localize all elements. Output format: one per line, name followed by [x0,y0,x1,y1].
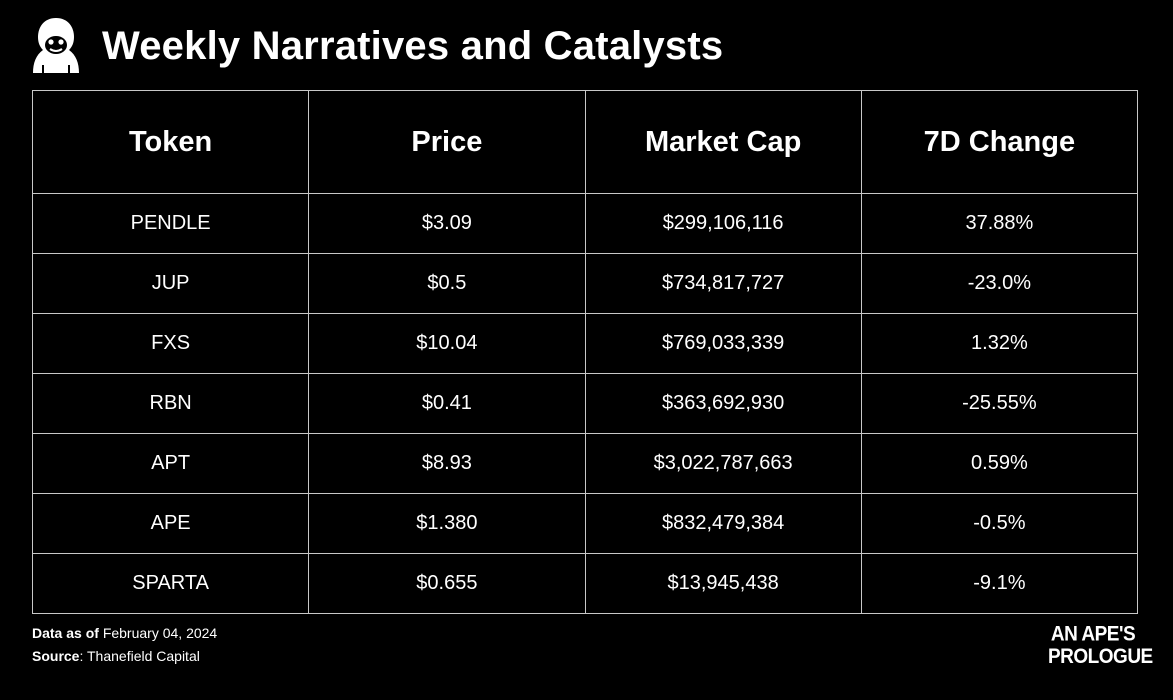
column-header-price: Price [308,90,586,194]
brand-logo: AN APE'S PROLOGUE [1048,622,1153,669]
change-cell: 37.88% [860,193,1139,254]
token-cell: APT [31,433,310,494]
ape-icon [33,18,79,73]
header: Weekly Narratives and Catalysts [30,14,723,78]
market-cap-cell: $299,106,116 [584,193,862,254]
footer: Data as of February 04, 2024 Source: Tha… [32,622,217,668]
market-cap-cell: $769,033,339 [584,313,862,374]
table-row: JUP $0.5 $734,817,727 -23.0% [31,253,1139,314]
brand-line-2: PROLOGUE [1048,644,1153,669]
page-title: Weekly Narratives and Catalysts [102,23,724,68]
data-date-label: Data as of [32,625,99,641]
price-cell: $8.93 [308,433,586,494]
market-cap-cell: $734,817,727 [584,253,862,314]
change-cell: 0.59% [860,433,1139,494]
price-cell: $10.04 [308,313,586,374]
column-header-7d-change: 7D Change [860,90,1139,194]
change-cell: -9.1% [860,553,1139,614]
table-row: FXS $10.04 $769,033,339 1.32% [31,313,1139,374]
table-row: RBN $0.41 $363,692,930 -25.55% [31,373,1139,434]
price-cell: $0.5 [308,253,586,314]
market-cap-cell: $13,945,438 [584,553,862,614]
market-cap-cell: $363,692,930 [584,373,862,434]
token-table: Token Price Market Cap 7D Change PENDLE … [31,90,1139,614]
token-cell: SPARTA [31,553,310,614]
change-cell: -23.0% [860,253,1139,314]
source-label: Source [32,648,80,664]
change-cell: -25.55% [860,373,1139,434]
token-cell: APE [31,493,310,554]
table-row: APT $8.93 $3,022,787,663 0.59% [31,433,1139,494]
token-cell: RBN [31,373,310,434]
column-header-token: Token [31,90,310,194]
brand-line-1: AN APE'S [1050,622,1136,646]
table-header-row: Token Price Market Cap 7D Change [31,90,1139,194]
change-cell: -0.5% [860,493,1139,554]
table-row: PENDLE $3.09 $299,106,116 37.88% [31,193,1139,254]
price-cell: $0.41 [308,373,586,434]
price-cell: $1.380 [308,493,586,554]
market-cap-cell: $832,479,384 [584,493,862,554]
token-cell: FXS [31,313,310,374]
token-cell: JUP [31,253,310,314]
price-cell: $3.09 [308,193,586,254]
table-row: APE $1.380 $832,479,384 -0.5% [31,493,1139,554]
change-cell: 1.32% [860,313,1139,374]
source-line: Source: Thanefield Capital [32,645,217,668]
table-row: SPARTA $0.655 $13,945,438 -9.1% [31,553,1139,614]
token-cell: PENDLE [31,193,310,254]
data-date-value: February 04, 2024 [102,625,218,641]
column-header-market-cap: Market Cap [584,90,862,194]
price-cell: $0.655 [308,553,586,614]
market-cap-cell: $3,022,787,663 [584,433,862,494]
source-value: : Thanefield Capital [79,648,200,664]
data-date-line: Data as of February 04, 2024 [32,622,217,645]
